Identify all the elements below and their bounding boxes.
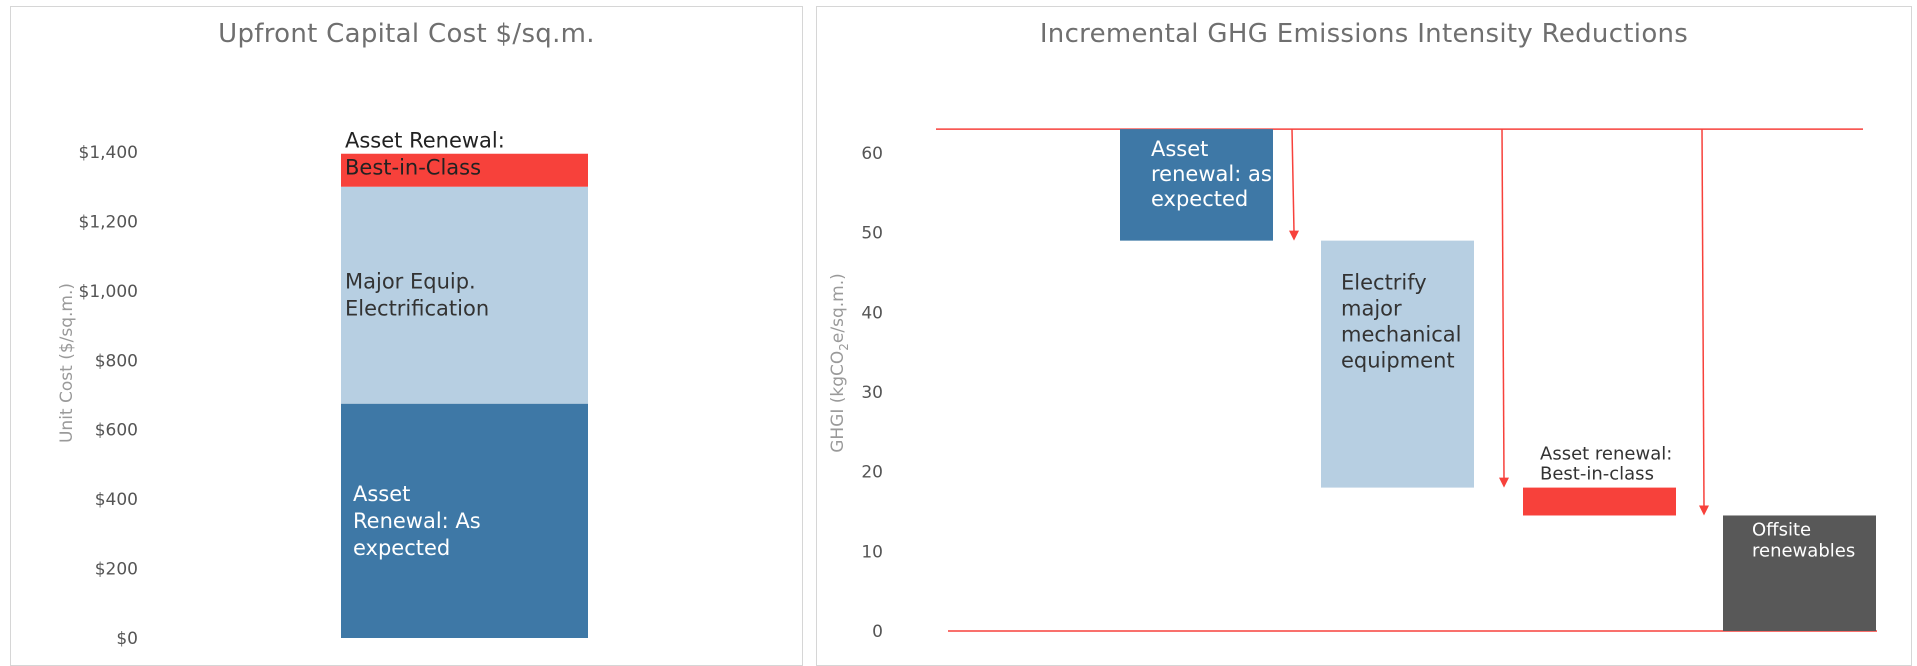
capital-bar-segment-label-line: Asset bbox=[353, 482, 410, 506]
capital-y-tick-label: $800 bbox=[95, 351, 138, 371]
ghgi-bar-label: Offsite renewables bbox=[1752, 519, 1855, 561]
capital-bar-segment-label-line: Best-in-Class bbox=[345, 156, 481, 180]
ghgi-y-axis-label-part: 2 bbox=[837, 343, 851, 351]
ghgi-y-tick-label: 50 bbox=[861, 224, 883, 244]
ghgi-reduction-arrowhead bbox=[1699, 505, 1709, 516]
ghgi-reduction-arrow bbox=[1701, 129, 1705, 507]
capital-bar-segment-label: Major Equip. Electrification bbox=[345, 270, 489, 321]
capital-bar-segment-label: Asset Renewal: Best-in-Class bbox=[345, 129, 505, 180]
ghgi-reduction-arrow bbox=[1501, 129, 1505, 479]
capital-y-tick-label: $1,400 bbox=[79, 143, 138, 163]
ghgi-y-axis-label-part: e/sq.m.) bbox=[828, 273, 848, 343]
capital-cost-chart-panel: Upfront Capital Cost $/sq.m. $0 $200 $400 $… bbox=[10, 6, 803, 666]
capital-bar-segment bbox=[341, 186, 588, 404]
ghgi-bar-label-line: renewal: as bbox=[1151, 162, 1272, 186]
capital-y-tick-label: $0 bbox=[116, 629, 138, 649]
ghgi-reduction-arrowhead bbox=[1499, 477, 1509, 488]
ghgi-bar-label: Electrify major mechanical equipment bbox=[1341, 271, 1462, 373]
capital-y-tick-label: $400 bbox=[95, 490, 138, 510]
ghgi-bar-label-line: expected bbox=[1151, 187, 1248, 211]
ghgi-bar-label: Asset renewal: Best-in-class bbox=[1540, 444, 1672, 485]
ghgi-chart-title: Incremental GHG Emissions Intensity Redu… bbox=[1039, 19, 1689, 49]
capital-bar-segment-label-line: expected bbox=[353, 536, 450, 560]
ghgi-waterfall-bar bbox=[1120, 129, 1273, 241]
ghgi-bar-label-line: Best-in-class bbox=[1540, 464, 1654, 485]
capital-y-axis-label: Unit Cost ($/sq.m.) bbox=[57, 283, 77, 443]
ghgi-bar-label-line: equipment bbox=[1341, 349, 1455, 373]
capital-cost-chart-svg: $0 $200 $400 $600 $800 $1,000 $1,200 $1,400 Unit… bbox=[57, 129, 588, 649]
ghgi-waterfall-bar bbox=[1523, 487, 1676, 516]
ghgi-bar-label-line: renewables bbox=[1752, 540, 1855, 561]
ghgi-bar-label-line: Offsite bbox=[1752, 519, 1811, 540]
capital-bar-segment bbox=[341, 153, 588, 187]
ghgi-waterfall-bar bbox=[1723, 515, 1876, 631]
ghgi-y-tick-label: 30 bbox=[861, 383, 883, 403]
capital-bar-segment-label-line: Asset Renewal: bbox=[345, 129, 505, 153]
capital-bar-segment-label-line: Renewal: As bbox=[353, 509, 481, 533]
ghgi-bar-label-line: Asset bbox=[1151, 137, 1208, 161]
ghgi-bar-label-line: major bbox=[1341, 297, 1402, 321]
capital-y-tick-label: $1,200 bbox=[79, 212, 138, 232]
ghgi-y-tick-label: 20 bbox=[861, 463, 883, 483]
ghgi-y-tick-label: 40 bbox=[861, 303, 883, 323]
ghgi-bar-label: Asset renewal: as expected bbox=[1151, 137, 1272, 211]
ghgi-y-tick-label: 10 bbox=[861, 542, 883, 562]
capital-cost-chart-title: Upfront Capital Cost $/sq.m. bbox=[218, 19, 595, 49]
capital-y-tick-label: $200 bbox=[95, 560, 138, 580]
ghgi-bar-label-line: mechanical bbox=[1341, 323, 1462, 347]
ghgi-y-axis-label-part: GHGI (kgCO bbox=[828, 351, 848, 453]
capital-bar-segment-label-line: Electrification bbox=[345, 297, 489, 321]
ghgi-reduction-arrow bbox=[1291, 129, 1295, 232]
ghgi-y-tick-label: 60 bbox=[861, 144, 883, 164]
capital-bar-segment-label: Asset Renewal: As expected bbox=[353, 482, 481, 560]
ghgi-chart-panel: Incremental GHG Emissions Intensity Redu… bbox=[816, 6, 1912, 666]
ghgi-y-tick-label: 0 bbox=[872, 622, 883, 642]
capital-y-tick-label: $600 bbox=[95, 421, 138, 441]
ghgi-waterfall-bar bbox=[1321, 240, 1474, 488]
ghgi-bar-label-line: Asset renewal: bbox=[1540, 444, 1672, 465]
ghgi-reduction-arrowhead bbox=[1289, 230, 1299, 241]
capital-y-tick-label: $1,000 bbox=[79, 282, 138, 302]
capital-bar-segment-label-line: Major Equip. bbox=[345, 270, 476, 294]
ghgi-y-axis-label: GHGI (kgCO2e/sq.m.) bbox=[828, 273, 851, 453]
capital-bar-segment bbox=[341, 403, 588, 638]
ghgi-bar-label-line: Electrify bbox=[1341, 271, 1427, 295]
